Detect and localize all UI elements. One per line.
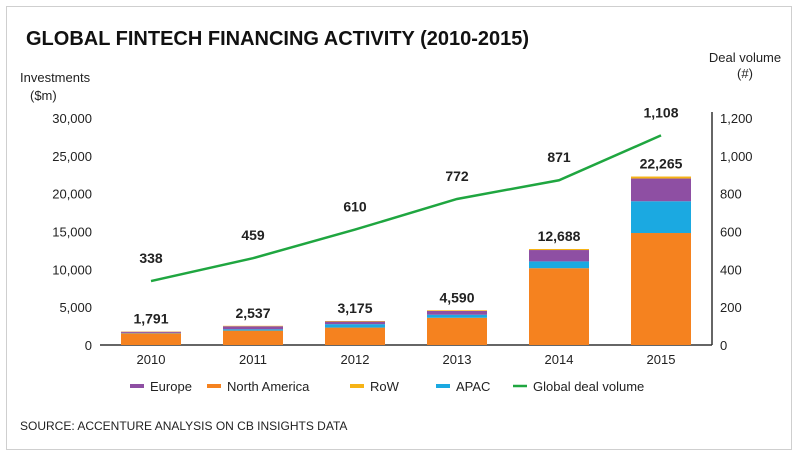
source-note: SOURCE: ACCENTURE ANALYSIS ON CB INSIGHT… xyxy=(20,419,347,433)
bar-segment-row xyxy=(529,248,589,251)
bar-segment-apac xyxy=(223,329,283,331)
x-tick-label: 2015 xyxy=(647,352,676,367)
bar-segment-europe xyxy=(427,310,487,315)
x-tick-label: 2010 xyxy=(137,352,166,367)
legend-label: RoW xyxy=(370,379,400,394)
bar-segment-europe xyxy=(223,326,283,330)
bar-segment-europe xyxy=(529,250,589,262)
bar-segment-row xyxy=(427,310,487,311)
deal-volume-label: 338 xyxy=(139,250,163,266)
x-tick-label: 2013 xyxy=(443,352,472,367)
y2-axis-title-line-1: Deal volume xyxy=(709,50,781,65)
bar-total-label: 12,688 xyxy=(538,228,581,244)
deal-volume-label: 459 xyxy=(241,227,265,243)
deal-volume-line xyxy=(150,134,662,283)
y-tick-label: 25,000 xyxy=(52,149,92,164)
y2-tick-label: 200 xyxy=(720,300,742,315)
y-tick-label: 15,000 xyxy=(52,225,92,240)
x-tick-label: 2011 xyxy=(239,352,267,367)
bar-total-label: 22,265 xyxy=(640,156,683,172)
bar-segment-north-america xyxy=(631,233,691,345)
deal-volume-label: 610 xyxy=(343,199,367,215)
legend: Europe North America RoW APAC Global deal vo… xyxy=(130,379,644,394)
bar-total-label: 3,175 xyxy=(337,300,372,316)
bar-total-label: 2,537 xyxy=(235,305,270,321)
y-axis-title-line-2: ($m) xyxy=(30,88,57,103)
x-tick-label: 2012 xyxy=(341,352,370,367)
bar-segment-europe xyxy=(325,321,385,325)
y2-tick-label: 1,200 xyxy=(720,111,753,126)
x-tick-label: 2014 xyxy=(545,352,574,367)
legend-swatch xyxy=(350,384,364,388)
bar-segment-north-america xyxy=(121,333,181,345)
bar-segment-north-america xyxy=(325,327,385,345)
plot-area: 0 5,000 10,000 15,000 20,000 25,000 30,000 0 200… xyxy=(52,104,752,367)
bar-segment-north-america xyxy=(223,330,283,345)
y-tick-label: 10,000 xyxy=(52,262,92,277)
bar-segment-row xyxy=(631,176,691,179)
deal-volume-label: 871 xyxy=(547,149,571,165)
bar-segment-row xyxy=(325,320,385,322)
bar-segment-north-america xyxy=(529,268,589,345)
bar-segment-apac xyxy=(529,261,589,269)
legend-label: North America xyxy=(227,379,310,394)
bar-segment-apac xyxy=(325,324,385,328)
legend-label: APAC xyxy=(456,379,490,394)
legend-swatch xyxy=(130,384,144,388)
chart-title: GLOBAL FINTECH FINANCING ACTIVITY (2010-… xyxy=(26,28,529,50)
bar-total-label: 4,590 xyxy=(439,289,474,305)
y2-axis-title-line-2: (#) xyxy=(737,66,753,81)
y-axis-title-line-1: Investments xyxy=(20,70,91,85)
legend-label: Europe xyxy=(150,379,192,394)
bar-segment-europe xyxy=(121,331,181,333)
bar-segment-apac xyxy=(427,314,487,318)
bar-segment-north-america xyxy=(427,317,487,345)
y2-tick-label: 800 xyxy=(720,187,742,202)
y2-tick-label: 400 xyxy=(720,262,742,277)
y2-tick-label: 600 xyxy=(720,225,742,240)
y2-tick-label: 0 xyxy=(720,338,727,353)
bar-segment-europe xyxy=(631,178,691,202)
y-tick-label: 30,000 xyxy=(52,111,92,126)
bar-segment-apac xyxy=(631,201,691,234)
y2-tick-label: 1,000 xyxy=(720,149,753,164)
y-tick-label: 0 xyxy=(85,338,92,353)
legend-label: Global deal volume xyxy=(533,379,644,394)
legend-swatch xyxy=(436,384,450,388)
deal-volume-label: 772 xyxy=(445,168,469,184)
y-tick-label: 5,000 xyxy=(59,300,92,315)
deal-volume-label: 1,108 xyxy=(643,104,678,120)
bar-total-label: 1,791 xyxy=(133,310,168,326)
legend-swatch xyxy=(207,384,221,388)
y-tick-label: 20,000 xyxy=(52,187,92,202)
